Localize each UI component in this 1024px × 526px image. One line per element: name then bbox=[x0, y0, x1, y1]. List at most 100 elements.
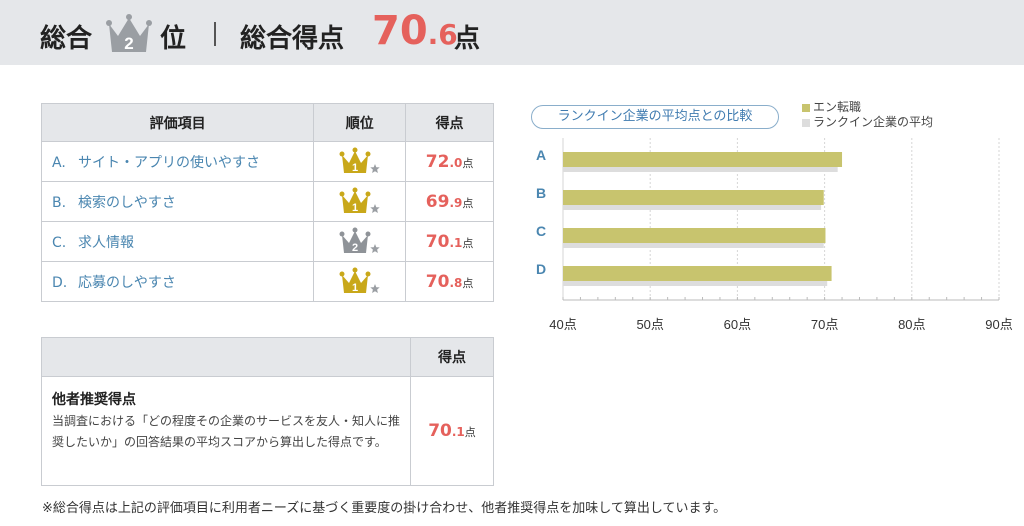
recommend-header-score: 得点 bbox=[410, 337, 494, 377]
recommend-table-header: 得点 bbox=[41, 337, 494, 377]
recommend-score-unit: 点 bbox=[464, 426, 476, 439]
legend-label-average: ランクイン企業の平均 bbox=[813, 115, 934, 129]
chart-legend: エン転職 ランクイン企業の平均 bbox=[802, 100, 933, 130]
score-dec: .0 bbox=[449, 155, 463, 170]
header-item: 評価項目 bbox=[40, 103, 315, 142]
rank-cell: 1 bbox=[313, 261, 407, 302]
score-unit: 点 bbox=[462, 236, 474, 250]
header-bar: 総合 2 位 総合得点 70.6 点 bbox=[0, 0, 1024, 65]
bar-company bbox=[563, 152, 843, 167]
recommend-info: 他者推奨得点 当調査における「どの程度その企業のサービスを友人・知人に推奨したい… bbox=[41, 376, 411, 486]
score-dec: .8 bbox=[449, 275, 463, 290]
table-row: C. 求人情報 2 70.1点 bbox=[40, 221, 494, 262]
overall-score-dec: .6 bbox=[427, 18, 458, 51]
star-icon bbox=[370, 243, 380, 253]
recommend-header-blank bbox=[41, 337, 411, 377]
x-tick-label: 70点 bbox=[811, 317, 838, 332]
recommend-score-dec: .1 bbox=[451, 425, 465, 439]
score-unit: 点 bbox=[462, 196, 474, 210]
table-row: B. 検索のしやすさ 1 69.9点 bbox=[40, 181, 494, 222]
x-tick-label: 90点 bbox=[985, 317, 1012, 332]
legend-swatch-average bbox=[802, 118, 810, 127]
score-table-header: 評価項目 順位 得点 bbox=[40, 103, 494, 142]
legend-item-average: ランクイン企業の平均 bbox=[802, 115, 933, 130]
rank-crown-icon: 1 bbox=[339, 147, 380, 174]
recommend-description: 当調査における「どの程度その企業のサービスを友人・知人に推奨したいか」の回答結果… bbox=[52, 414, 401, 449]
footnote: ※総合得点は上記の評価項目に利用者ニーズに基づく重要度の掛け合わせ、他者推奨得点… bbox=[42, 501, 727, 516]
item-name: サイト・アプリの使いやすさ bbox=[78, 154, 260, 171]
silver-crown-icon: 2 bbox=[106, 14, 152, 53]
x-tick-label: 50点 bbox=[636, 317, 663, 332]
score-cell: 72.0点 bbox=[405, 141, 494, 182]
item-letter: B. bbox=[52, 194, 67, 211]
overall-score: 70.6 bbox=[372, 8, 458, 54]
category-label: D bbox=[536, 261, 546, 277]
header-rank: 順位 bbox=[313, 103, 407, 142]
header-divider bbox=[214, 22, 216, 46]
category-label: C bbox=[536, 223, 546, 239]
legend-swatch-company bbox=[802, 103, 810, 112]
rank-crown-icon: 1 bbox=[339, 267, 380, 294]
item-letter: D. bbox=[52, 274, 68, 291]
item-letter: C. bbox=[52, 234, 67, 251]
rank-crown-icon: 2 bbox=[339, 227, 380, 254]
score-dec: .9 bbox=[449, 195, 463, 210]
score-unit: 点 bbox=[462, 276, 474, 290]
item-name: 応募のしやすさ bbox=[78, 274, 176, 291]
score-int: 70 bbox=[425, 231, 450, 252]
rank-number: 1 bbox=[352, 202, 358, 214]
chart-title: ランクイン企業の平均点との比較 bbox=[531, 105, 779, 129]
item-cell[interactable]: B. 検索のしやすさ bbox=[40, 181, 315, 222]
table-row: D. 応募のしやすさ 1 70.8点 bbox=[40, 261, 494, 302]
x-tick-label: 80点 bbox=[898, 317, 925, 332]
legend-label-company: エン転職 bbox=[813, 100, 862, 114]
rank-number: 1 bbox=[352, 282, 358, 294]
rank-crown-icon: 1 bbox=[339, 187, 380, 214]
bar-company bbox=[563, 228, 826, 243]
bar-company bbox=[563, 266, 832, 281]
category-label: A bbox=[536, 147, 546, 163]
category-label: B bbox=[536, 185, 546, 201]
score-table: 評価項目 順位 得点 A. サイト・アプリの使いやすさ 1 72.0点 B. 検索のしやす… bbox=[40, 103, 494, 302]
header-score: 得点 bbox=[405, 103, 494, 142]
item-cell[interactable]: D. 応募のしやすさ bbox=[40, 261, 315, 302]
recommend-table: 得点 他者推奨得点 当調査における「どの程度その企業のサービスを友人・知人に推奨… bbox=[41, 337, 494, 486]
rank-number: 2 bbox=[352, 242, 358, 254]
score-int: 69 bbox=[425, 191, 450, 212]
star-icon bbox=[370, 283, 380, 293]
score-cell: 69.9点 bbox=[405, 181, 494, 222]
bar-company bbox=[563, 190, 824, 205]
score-unit: 点 bbox=[462, 156, 474, 170]
x-tick-label: 60点 bbox=[724, 317, 751, 332]
comparison-chart: 40点 50点 60点 70点 80点 90点 A B C D bbox=[536, 138, 1013, 332]
item-cell[interactable]: C. 求人情報 bbox=[40, 221, 315, 262]
overall-score-int: 70 bbox=[372, 8, 428, 54]
item-name: 検索のしやすさ bbox=[78, 194, 176, 211]
table-row: A. サイト・アプリの使いやすさ 1 72.0点 bbox=[40, 141, 494, 182]
score-int: 70 bbox=[425, 271, 450, 292]
legend-item-company: エン転職 bbox=[802, 100, 933, 115]
item-name: 求人情報 bbox=[78, 234, 134, 251]
overall-label: 総合 bbox=[40, 24, 93, 54]
overall-score-label: 総合得点 bbox=[240, 24, 345, 54]
rank-cell: 2 bbox=[313, 221, 407, 262]
x-tick-label: 40点 bbox=[549, 317, 576, 332]
star-icon bbox=[370, 203, 380, 213]
item-cell[interactable]: A. サイト・アプリの使いやすさ bbox=[40, 141, 315, 182]
recommend-score: 70.1点 bbox=[410, 376, 494, 486]
score-dec: .1 bbox=[449, 235, 463, 250]
rank-suffix: 位 bbox=[160, 24, 187, 54]
rank-cell: 1 bbox=[313, 141, 407, 182]
header-rank-number: 2 bbox=[124, 34, 133, 53]
star-icon bbox=[370, 163, 380, 173]
rank-cell: 1 bbox=[313, 181, 407, 222]
rank-number: 1 bbox=[352, 162, 358, 174]
recommend-score-int: 70 bbox=[428, 421, 452, 441]
item-letter: A. bbox=[52, 154, 66, 171]
score-cell: 70.8点 bbox=[405, 261, 494, 302]
recommend-title: 他者推奨得点 bbox=[52, 392, 136, 408]
score-int: 72 bbox=[425, 151, 450, 172]
overall-score-unit: 点 bbox=[454, 24, 481, 54]
recommend-row: 他者推奨得点 当調査における「どの程度その企業のサービスを友人・知人に推奨したい… bbox=[41, 376, 494, 486]
score-cell: 70.1点 bbox=[405, 221, 494, 262]
